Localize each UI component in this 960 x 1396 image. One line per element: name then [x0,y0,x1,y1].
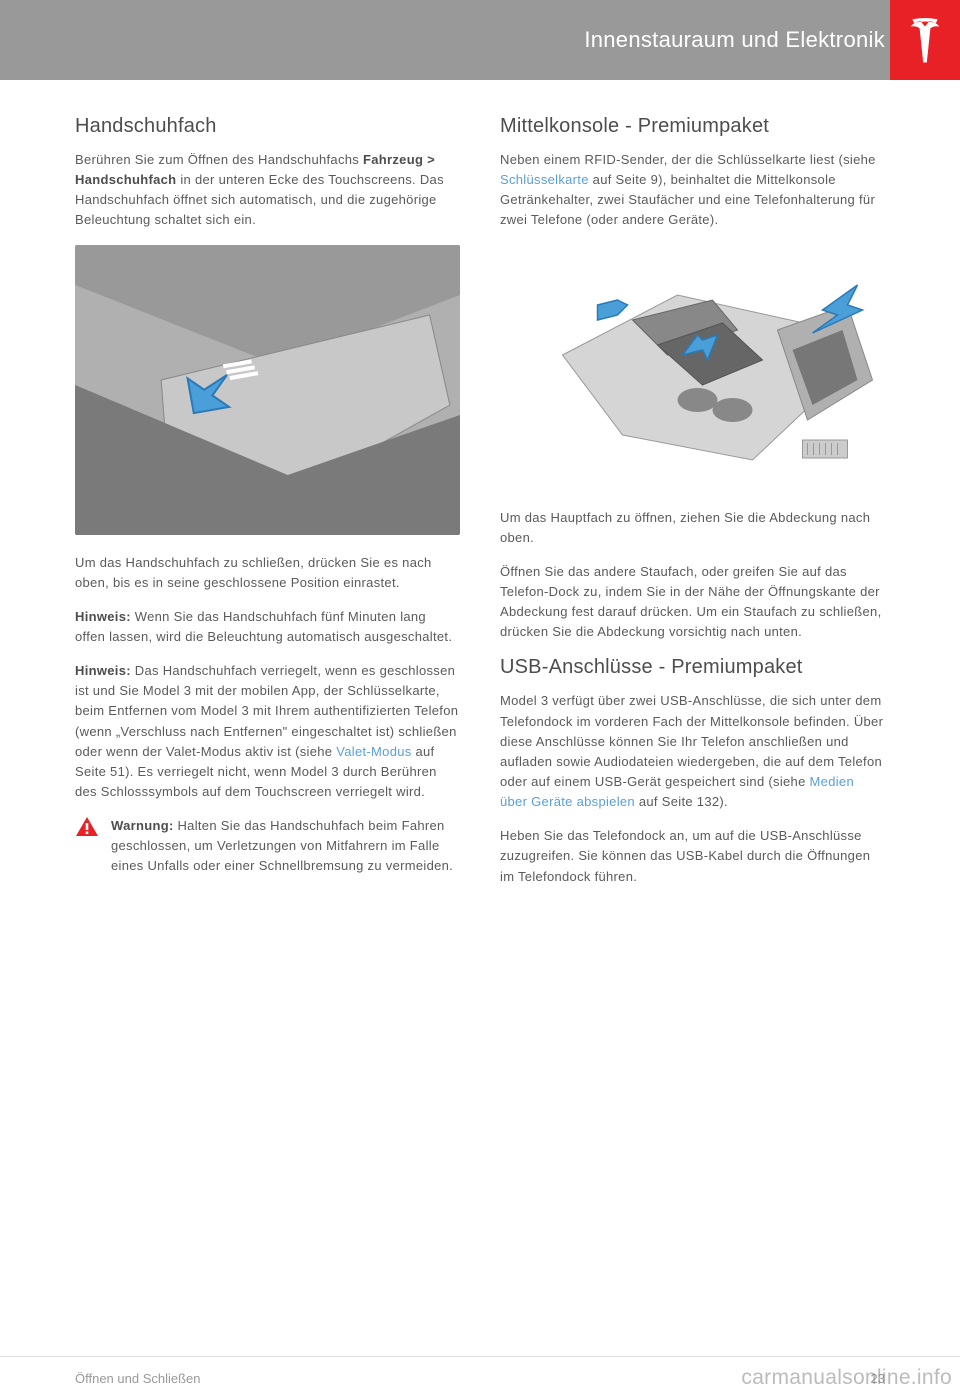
paragraph: Um das Hauptfach zu öffnen, ziehen Sie d… [500,508,885,548]
paragraph: Neben einem RFID-Sender, der die Schlüss… [500,150,885,231]
text: auf Seite 132). [635,794,728,809]
tesla-badge [890,0,960,80]
page-title: Innenstauraum und Elektronik [584,27,885,53]
heading-console: Mittelkonsole - Premiumpaket [500,115,885,138]
paragraph: Berühren Sie zum Öffnen des Handschuhfac… [75,150,460,231]
link-keycard[interactable]: Schlüsselkarte [500,172,589,187]
paragraph: Um das Handschuhfach zu schließen, drück… [75,553,460,593]
paragraph: Model 3 verfügt über zwei USB-Anschlüsse… [500,691,885,812]
tesla-logo-icon [907,15,943,65]
warning-triangle-icon [75,816,99,838]
text: Wenn Sie das Handschuhfach fünf Minuten … [75,609,452,644]
heading-glovebox: Handschuhfach [75,115,460,138]
text-bold: Warnung: [111,818,174,833]
heading-usb: USB-Anschlüsse - Premiumpaket [500,656,885,679]
image-console [500,245,885,490]
page-header: Innenstauraum und Elektronik [0,0,960,80]
paragraph: Heben Sie das Telefondock an, um auf die… [500,826,885,886]
footer-section-label: Öffnen und Schließen [75,1371,201,1386]
watermark: carmanualsonline.info [741,1366,952,1390]
paragraph: Öffnen Sie das andere Staufach, oder gre… [500,562,885,643]
image-glovebox [75,245,460,535]
paragraph-hint: Hinweis: Das Handschuhfach verriegelt, w… [75,661,460,802]
paragraph-hint: Hinweis: Wenn Sie das Handschuhfach fünf… [75,607,460,647]
link-valet-modus[interactable]: Valet-Modus [336,744,411,759]
text: Berühren Sie zum Öffnen des Handschuhfac… [75,152,363,167]
left-column: Handschuhfach Berühren Sie zum Öffnen de… [75,115,460,901]
text-bold: Hinweis: [75,663,131,678]
warning-text: Warnung: Halten Sie das Handschuhfach be… [111,816,460,876]
text: Neben einem RFID-Sender, der die Schlüss… [500,152,876,167]
right-column: Mittelkonsole - Premiumpaket Neben einem… [500,115,885,901]
content-area: Handschuhfach Berühren Sie zum Öffnen de… [0,80,960,921]
text-bold: Hinweis: [75,609,131,624]
warning-block: Warnung: Halten Sie das Handschuhfach be… [75,816,460,876]
